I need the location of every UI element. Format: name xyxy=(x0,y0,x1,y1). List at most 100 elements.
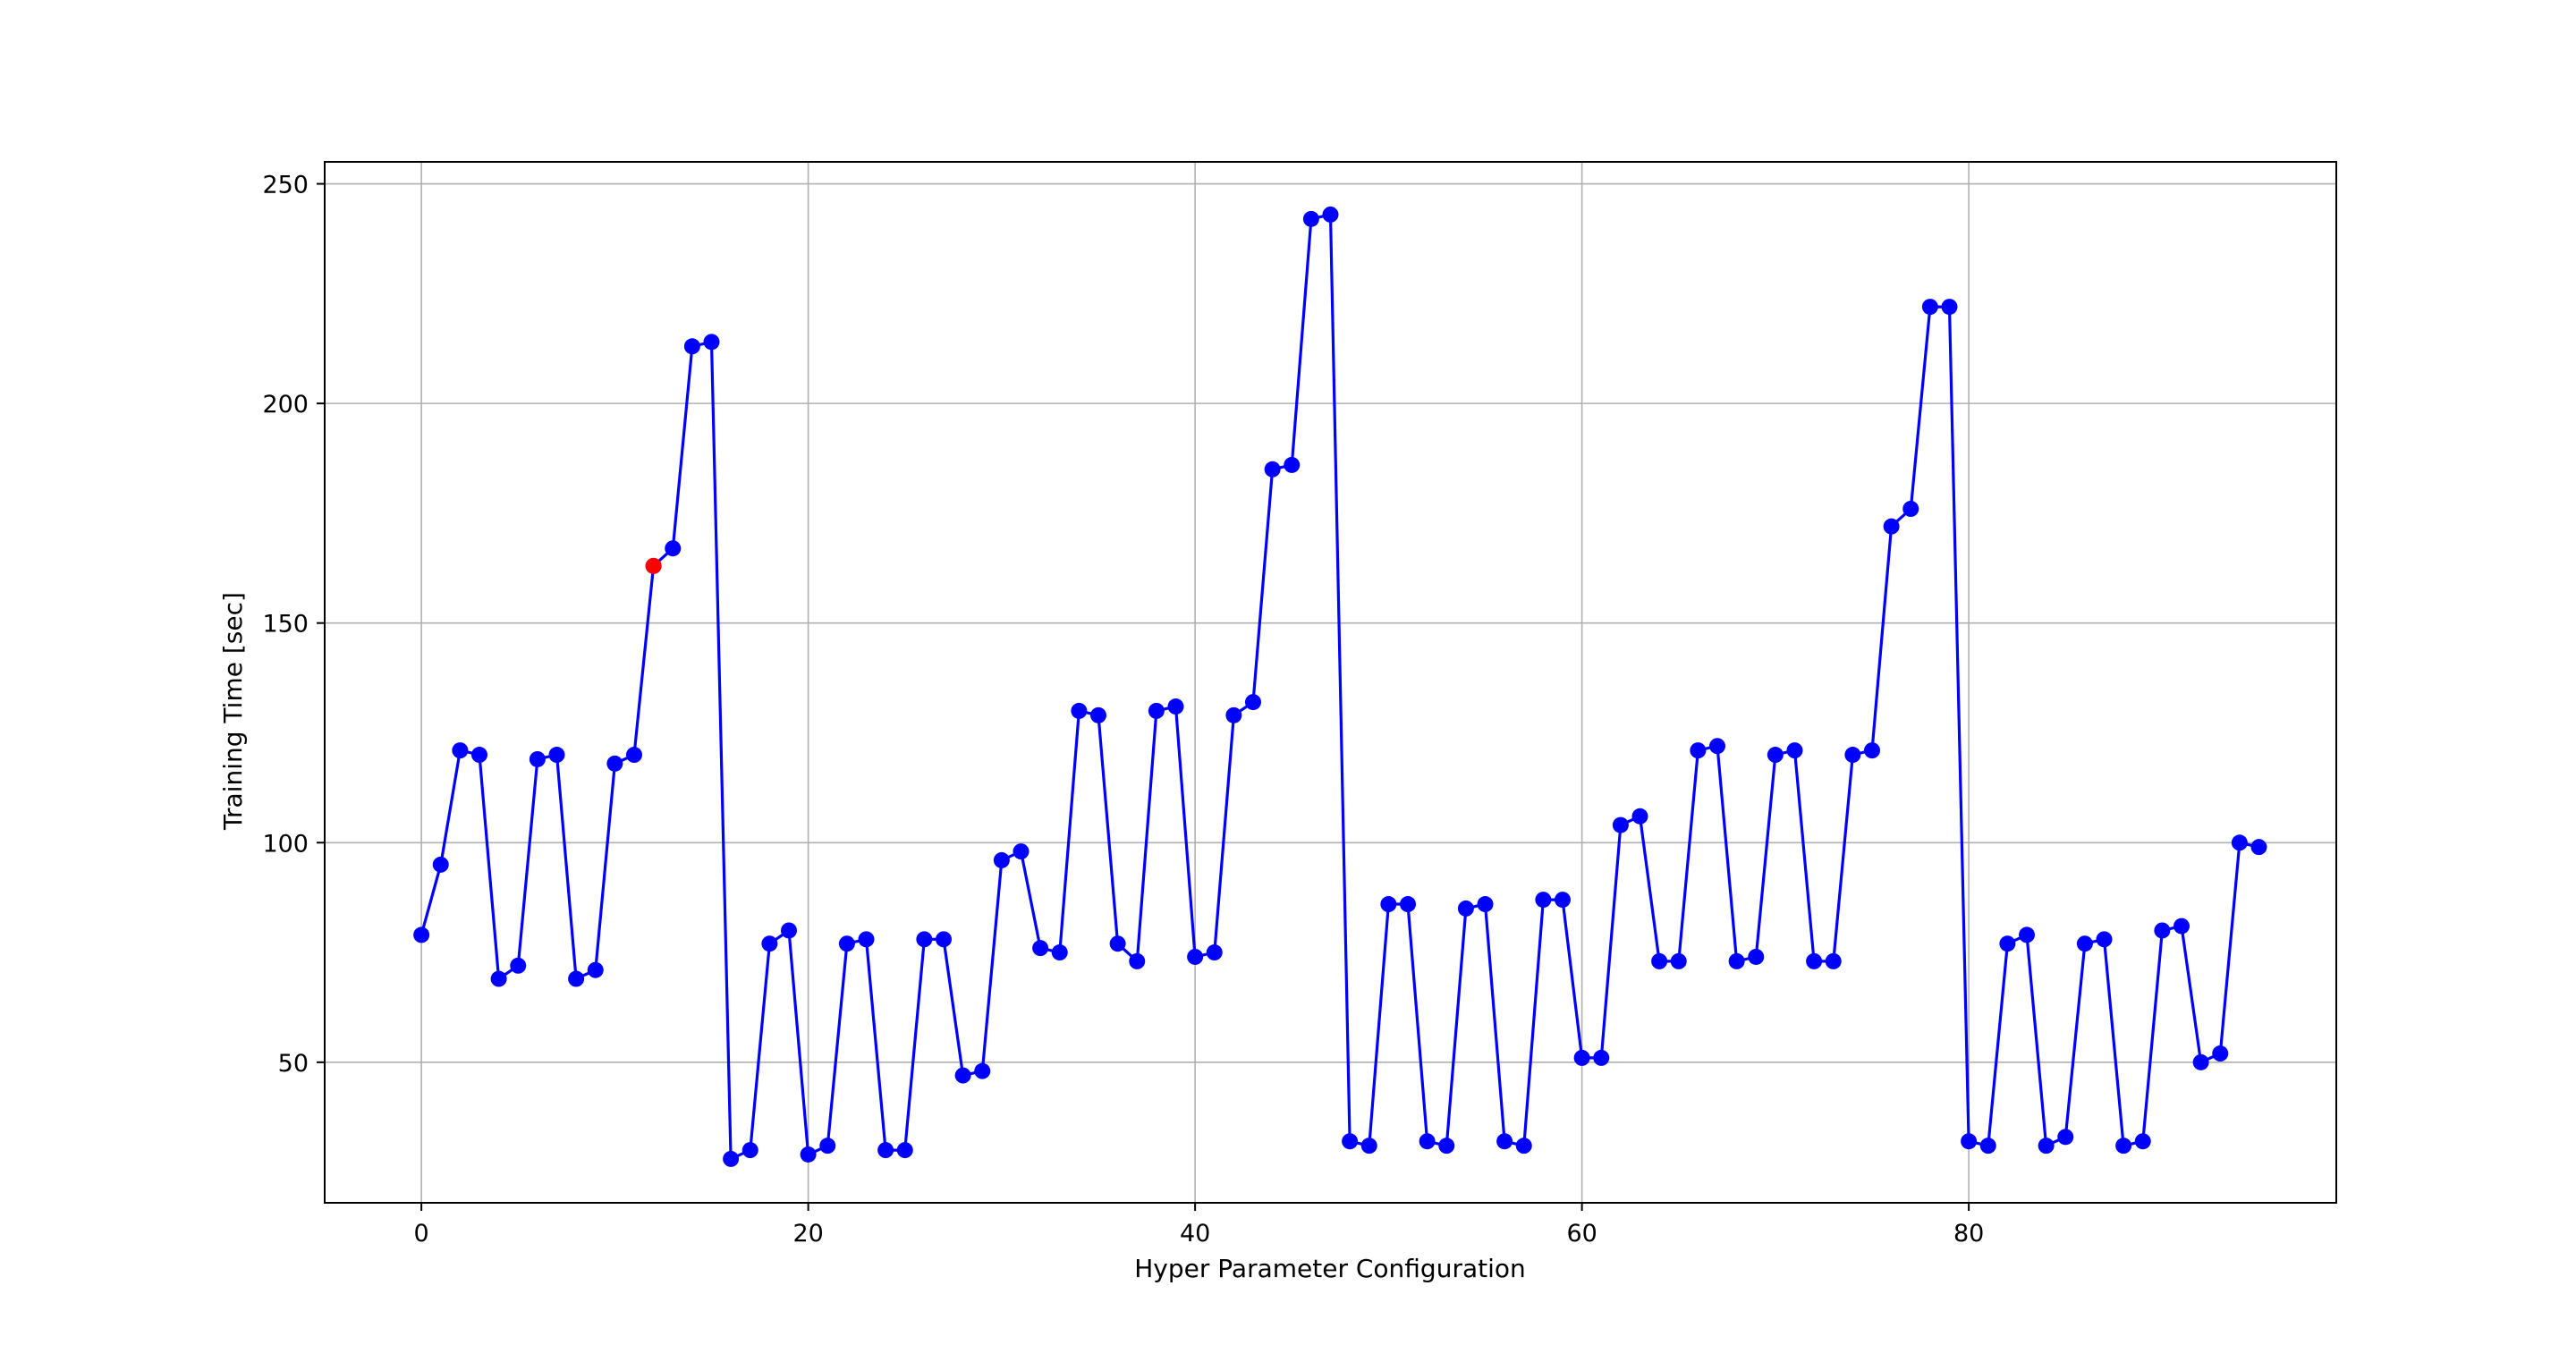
data-point xyxy=(936,931,952,948)
data-point xyxy=(896,1142,913,1159)
data-point xyxy=(1438,1138,1455,1155)
data-point xyxy=(510,957,527,974)
data-point xyxy=(1767,747,1784,764)
data-point xyxy=(452,742,469,759)
x-tick-label: 80 xyxy=(1953,1220,1984,1248)
data-point xyxy=(432,856,449,873)
data-point xyxy=(954,1067,971,1084)
data-point xyxy=(1419,1133,1436,1150)
data-point xyxy=(1864,742,1880,759)
data-point xyxy=(1380,896,1397,913)
data-point xyxy=(761,935,778,952)
data-point xyxy=(665,540,682,557)
data-point xyxy=(1631,808,1648,825)
y-tick-label: 100 xyxy=(262,830,309,858)
data-point xyxy=(1651,952,1668,969)
data-point xyxy=(2057,1129,2074,1146)
y-tick-label: 200 xyxy=(262,391,309,419)
data-point xyxy=(1690,742,1707,759)
y-tick-label: 50 xyxy=(278,1050,309,1078)
data-point xyxy=(1090,706,1106,723)
data-point xyxy=(1167,698,1184,715)
data-point xyxy=(838,935,855,952)
data-point xyxy=(1322,206,1339,223)
data-point xyxy=(2192,1053,2209,1070)
data-point xyxy=(471,747,487,764)
data-point xyxy=(1806,952,1823,969)
data-point xyxy=(1302,210,1319,227)
data-point xyxy=(1902,501,1919,517)
data-point xyxy=(1612,816,1629,833)
data-point xyxy=(1013,843,1030,860)
data-point xyxy=(974,1062,991,1079)
data-point xyxy=(2019,926,2035,943)
data-point xyxy=(1187,948,1204,965)
grid-lines xyxy=(325,162,2336,1203)
data-point xyxy=(626,747,642,764)
data-point xyxy=(568,970,585,987)
data-point xyxy=(1883,518,1900,535)
data-point xyxy=(819,1138,836,1155)
data-point xyxy=(1748,948,1765,965)
data-point xyxy=(858,931,875,948)
x-axis-label: Hyper Parameter Configuration xyxy=(1134,1254,1526,1283)
plot-frame xyxy=(324,161,2337,1204)
data-point xyxy=(2076,935,2093,952)
x-tick-label: 40 xyxy=(1180,1220,1210,1248)
data-point xyxy=(1555,892,1571,909)
data-point xyxy=(606,755,623,772)
data-point xyxy=(1284,456,1301,473)
data-point xyxy=(2134,1133,2151,1150)
x-tick-label: 60 xyxy=(1566,1220,1597,1248)
data-point xyxy=(587,961,604,978)
data-point xyxy=(1961,1133,1978,1150)
data-point xyxy=(2154,922,2171,939)
data-point xyxy=(413,926,430,943)
data-point xyxy=(1342,1133,1359,1150)
series-layer xyxy=(413,206,2267,1167)
data-point xyxy=(1496,1133,1513,1150)
x-tick-label: 0 xyxy=(414,1220,429,1248)
data-point xyxy=(877,1142,894,1159)
x-tick-label: 20 xyxy=(792,1220,823,1248)
data-point xyxy=(781,922,797,939)
data-point xyxy=(1245,694,1261,711)
data-point xyxy=(1206,944,1223,961)
data-point xyxy=(2212,1045,2229,1062)
data-point xyxy=(1515,1138,1532,1155)
data-point xyxy=(703,334,720,351)
data-point xyxy=(723,1150,740,1167)
plot-border xyxy=(324,161,2337,1204)
data-point xyxy=(1709,738,1725,755)
data-point xyxy=(916,931,933,948)
data-point xyxy=(2174,918,2190,935)
data-point xyxy=(1457,900,1474,917)
data-point xyxy=(683,338,700,355)
data-point xyxy=(548,747,565,764)
tick-layer: 0 20 40 60 80 50 100 150 200 250 xyxy=(262,172,1984,1248)
data-point xyxy=(1670,952,1687,969)
data-point xyxy=(1999,935,2016,952)
data-point xyxy=(1148,702,1165,719)
data-point xyxy=(1071,702,1088,719)
data-point xyxy=(1593,1049,1610,1066)
data-point xyxy=(1051,944,1068,961)
data-point xyxy=(529,750,546,767)
data-point xyxy=(1979,1138,1996,1155)
data-point xyxy=(1921,299,1938,316)
data-point xyxy=(1109,935,1126,952)
data-point xyxy=(741,1142,758,1159)
data-point xyxy=(1477,896,1494,913)
data-point xyxy=(2250,839,2267,856)
data-point xyxy=(1728,952,1745,969)
data-point xyxy=(1825,952,1842,969)
y-tick-label: 250 xyxy=(262,172,309,199)
data-point xyxy=(2096,931,2113,948)
y-tick-label: 150 xyxy=(262,611,309,639)
data-point xyxy=(1786,742,1803,759)
data-point xyxy=(1941,299,1958,316)
data-point xyxy=(800,1146,817,1163)
data-point xyxy=(993,851,1010,868)
